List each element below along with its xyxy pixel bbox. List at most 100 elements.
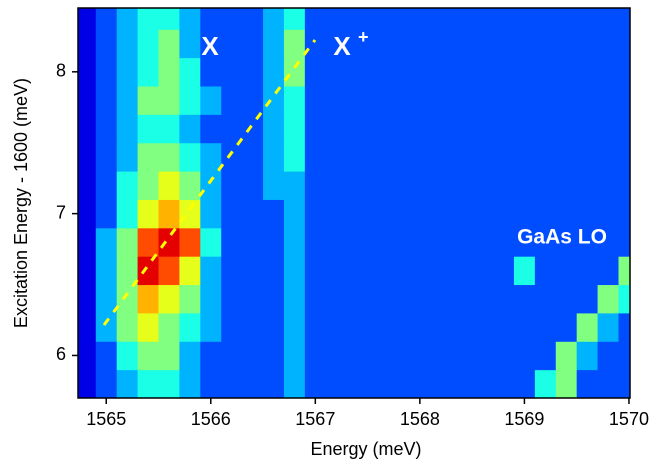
heatmap-cell (451, 312, 473, 342)
heatmap-cell (95, 114, 118, 144)
heatmap-cell (555, 341, 578, 371)
heatmap-cell (242, 199, 264, 229)
heatmap-cell (346, 8, 369, 30)
heatmap-cell (388, 57, 410, 87)
heatmap-cell (263, 8, 285, 30)
heatmap-cell (325, 114, 348, 144)
heatmap-cell (451, 369, 473, 398)
heatmap-cell (242, 227, 264, 257)
heatmap-cell (576, 171, 599, 200)
heatmap-cell (221, 256, 243, 286)
heatmap-cell (179, 114, 201, 144)
heatmap-cell (263, 171, 285, 200)
heatmap-cell (576, 86, 599, 115)
heatmap-cell (451, 57, 473, 87)
heatmap-cell (555, 284, 578, 314)
heatmap-cell (263, 29, 285, 59)
heatmap-cell (95, 256, 118, 286)
heatmap-cell (534, 369, 557, 398)
heatmap-cell (367, 256, 389, 286)
heatmap-cell (388, 256, 410, 286)
heatmap-cell (472, 256, 494, 286)
heatmap-cell (555, 171, 578, 200)
heatmap-cell (200, 86, 222, 115)
heatmap-cell (388, 312, 410, 342)
heatmap-cell (263, 86, 285, 115)
heatmap-cell (534, 142, 557, 172)
heatmap-cell (158, 29, 180, 59)
annotation-superscript: + (358, 27, 369, 47)
guide-line (102, 39, 317, 326)
heatmap-cell (283, 312, 306, 342)
heatmap-cell (95, 8, 118, 30)
heatmap-cell (95, 142, 118, 172)
heatmap-cell (158, 227, 180, 257)
heatmap-cell (283, 29, 306, 59)
heatmap-cell (78, 57, 97, 87)
heatmap-cell (325, 8, 348, 30)
heatmap-cell (451, 142, 473, 172)
heatmap-cell (493, 369, 515, 398)
heatmap-cell (137, 369, 159, 398)
heatmap-cell (283, 171, 306, 200)
heatmap-cell (555, 57, 578, 87)
heatmap-cell (472, 312, 494, 342)
y-tick-label: 7 (56, 202, 66, 222)
heatmap-cell (576, 114, 599, 144)
heatmap-cell (513, 312, 536, 342)
heatmap-cell (200, 256, 222, 286)
heatmap-cell (78, 114, 97, 144)
heatmap-cell (618, 8, 630, 30)
heatmap-cell (95, 171, 118, 200)
heatmap-cell (451, 171, 473, 200)
heatmap-cell (597, 369, 619, 398)
heatmap-cell (555, 142, 578, 172)
heatmap-cell (325, 256, 348, 286)
heatmap-cell (555, 114, 578, 144)
heatmap-cell (116, 256, 139, 286)
heatmap-cell (409, 171, 431, 200)
heatmap-cell (200, 142, 222, 172)
heatmap-cell (346, 256, 369, 286)
heatmap-cell (325, 341, 348, 371)
heatmap-cell (534, 29, 557, 59)
heatmap-cell (78, 199, 97, 229)
heatmap-cell (78, 341, 97, 371)
heatmap-cell (158, 8, 180, 30)
heatmap (78, 8, 630, 398)
heatmap-cell (493, 142, 515, 172)
heatmap-cell (534, 86, 557, 115)
heatmap-cell (137, 86, 159, 115)
heatmap-cell (472, 8, 494, 30)
heatmap-cell (158, 142, 180, 172)
heatmap-cell (388, 171, 410, 200)
heatmap-cell (493, 86, 515, 115)
heatmap-cell (597, 171, 619, 200)
heatmap-cell (555, 8, 578, 30)
heatmap-cell (325, 199, 348, 229)
heatmap-cell (179, 227, 201, 257)
heatmap-cell (158, 256, 180, 286)
heatmap-cell (304, 86, 327, 115)
heatmap-cell (200, 369, 222, 398)
heatmap-cell (367, 8, 389, 30)
heatmap-cell (263, 227, 285, 257)
heatmap-cell (137, 29, 159, 59)
x-tick-label: 1567 (295, 409, 335, 429)
heatmap-cell (78, 86, 97, 115)
heatmap-cell (242, 8, 264, 30)
heatmap-cell (367, 171, 389, 200)
heatmap-cell (513, 341, 536, 371)
x-tick-label: 1569 (504, 409, 544, 429)
heatmap-cell (430, 341, 452, 371)
heatmap-cell (597, 29, 619, 59)
heatmap-cell (137, 8, 159, 30)
heatmap-cell (409, 8, 431, 30)
y-tick-label: 8 (56, 61, 66, 81)
heatmap-cell (472, 227, 494, 257)
heatmap-cell (137, 227, 159, 257)
heatmap-cell (116, 114, 139, 144)
heatmap-cell (304, 114, 327, 144)
heatmap-cell (137, 199, 159, 229)
